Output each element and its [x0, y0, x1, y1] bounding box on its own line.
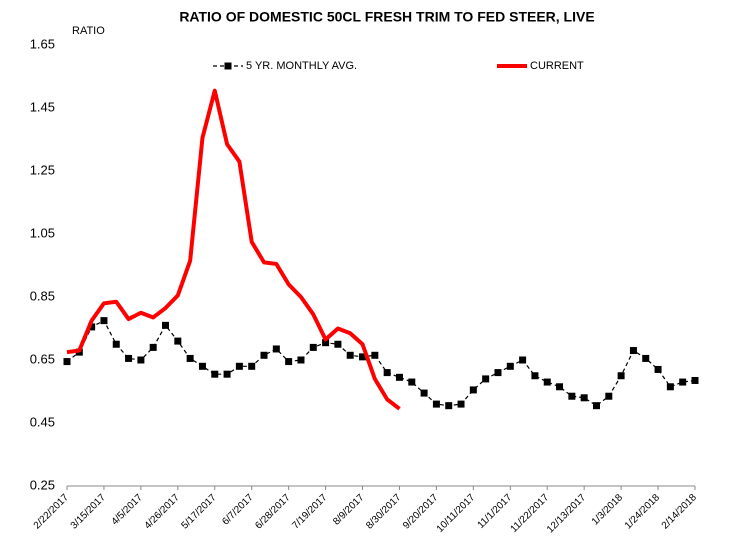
x-tick-label: 2/14/2018	[660, 492, 700, 532]
marker	[285, 358, 293, 366]
x-tick-label: 5/17/2017	[180, 492, 220, 532]
marker	[494, 369, 502, 377]
marker	[592, 402, 600, 410]
y-tick-label: 1.65	[30, 36, 55, 51]
y-axis-label: RATIO	[72, 25, 105, 37]
marker	[654, 365, 662, 373]
marker	[617, 372, 625, 380]
marker	[235, 362, 243, 370]
x-tick-label: 10/11/2017	[435, 492, 478, 535]
marker	[605, 392, 613, 400]
x-tick-label: 4/5/2017	[110, 492, 146, 528]
y-tick-label: 0.25	[30, 477, 55, 492]
marker	[322, 339, 330, 347]
marker	[174, 337, 182, 345]
marker	[666, 383, 674, 391]
marker	[149, 343, 157, 351]
marker	[580, 394, 588, 402]
marker	[112, 340, 120, 348]
x-tick-label: 1/24/2018	[623, 492, 663, 532]
marker	[334, 340, 342, 348]
marker	[359, 353, 367, 361]
series-line	[66, 88, 401, 411]
marker	[63, 358, 71, 366]
marker	[186, 354, 194, 362]
x-tick-label: 8/9/2017	[331, 492, 367, 528]
marker	[371, 351, 379, 359]
marker	[457, 400, 465, 408]
x-tick-label: 6/7/2017	[220, 492, 256, 528]
x-tick-label: 9/20/2017	[401, 492, 441, 532]
marker	[137, 356, 145, 364]
series-line	[66, 320, 696, 407]
y-tick-label: 0.65	[30, 351, 55, 366]
x-tick-label: 11/1/2017	[476, 492, 515, 531]
marker	[223, 370, 231, 378]
legend-label: CURRENT	[530, 60, 584, 72]
marker	[248, 362, 256, 370]
marker	[420, 389, 428, 397]
marker	[568, 392, 576, 400]
marker	[531, 372, 539, 380]
marker	[629, 347, 637, 355]
x-tick-label: 7/19/2017	[290, 492, 330, 532]
marker	[642, 354, 650, 362]
x-tick-label: 1/3/2018	[590, 492, 626, 528]
legend-marker	[224, 62, 232, 70]
marker	[469, 386, 477, 394]
marker	[543, 378, 551, 386]
y-tick-label: 0.85	[30, 288, 55, 303]
marker	[100, 317, 108, 325]
marker	[679, 378, 687, 386]
y-tick-label: 1.05	[30, 225, 55, 240]
marker	[162, 321, 170, 329]
marker	[297, 356, 305, 364]
marker	[482, 375, 490, 383]
x-tick-label: 6/28/2017	[253, 492, 293, 532]
marker	[519, 356, 527, 364]
marker	[445, 402, 453, 410]
marker	[432, 400, 440, 408]
legend-label: 5 YR. MONTHLY AVG.	[246, 60, 357, 72]
y-tick-label: 1.25	[30, 162, 55, 177]
x-tick-label: 3/15/2017	[69, 492, 109, 532]
marker	[346, 351, 354, 359]
x-tick-label: 2/22/2017	[32, 492, 72, 532]
y-tick-label: 0.45	[30, 414, 55, 429]
chart-title: RATIO OF DOMESTIC 50CL FRESH TRIM TO FED…	[179, 9, 594, 25]
marker	[309, 343, 317, 351]
y-tick-label: 1.45	[30, 99, 55, 114]
marker	[88, 323, 96, 331]
marker	[211, 370, 219, 378]
marker	[198, 362, 206, 370]
x-tick-label: 4/26/2017	[143, 492, 183, 532]
x-tick-label: 8/30/2017	[364, 492, 404, 532]
marker	[260, 351, 268, 359]
marker	[408, 378, 416, 386]
marker	[272, 345, 280, 353]
marker	[506, 362, 514, 370]
marker	[556, 383, 564, 391]
marker	[691, 376, 699, 384]
marker	[395, 373, 403, 381]
marker	[383, 369, 391, 377]
x-tick-label: 12/13/2017	[545, 492, 588, 535]
marker	[125, 354, 133, 362]
